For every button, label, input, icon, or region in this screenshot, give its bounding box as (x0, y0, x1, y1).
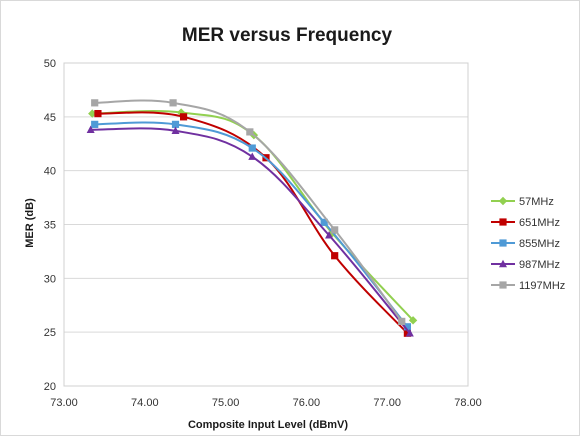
x-tick-label: 76.00 (293, 397, 321, 409)
series-layer (86, 99, 418, 337)
legend-marker-1197mhz (499, 281, 507, 289)
data-point-651mhz (94, 110, 102, 118)
x-tick-label: 77.00 (373, 397, 401, 409)
x-axis-ticks: 73.00 74.00 75.00 76.00 77.00 78.00 (50, 397, 482, 409)
y-tick-label: 25 (44, 327, 56, 339)
data-point-1197mhz (246, 128, 254, 136)
plot-area (63, 62, 469, 387)
x-tick-label: 74.00 (131, 397, 159, 409)
legend-marker-651mhz (499, 218, 507, 226)
y-tick-label: 35 (44, 220, 56, 232)
legend-marker-57mhz (498, 196, 508, 206)
series-line-1197mhz (94, 99, 403, 322)
data-point-855mhz (248, 144, 256, 152)
legend-marker-855mhz (499, 239, 507, 247)
data-point-855mhz (320, 218, 328, 226)
y-axis-ticks: 20 25 30 35 40 45 50 (44, 58, 56, 393)
y-tick-label: 40 (44, 166, 56, 178)
data-point-855mhz (91, 120, 99, 128)
data-point-1197mhz (91, 99, 99, 107)
y-tick-label: 20 (44, 381, 56, 393)
data-point-651mhz (331, 252, 339, 260)
legend-marker-987mhz (499, 259, 507, 268)
legend-label-987mhz: 987MHz (519, 259, 560, 271)
data-point-651mhz (403, 329, 411, 337)
chart-title: MER versus Frequency (182, 25, 393, 46)
legend-item-1197mhz: 1197MHz (491, 280, 565, 292)
x-tick-label: 75.00 (212, 397, 240, 409)
x-tick-label: 78.00 (454, 397, 482, 409)
legend-item-855mhz: 855MHz (491, 238, 560, 250)
data-point-1197mhz (331, 226, 339, 234)
legend-label-57mhz: 57MHz (519, 196, 554, 208)
legend-item-987mhz: 987MHz (491, 259, 560, 271)
legend-item-57mhz: 57MHz (491, 196, 554, 208)
data-point-57mhz (88, 109, 97, 118)
data-point-987mhz (325, 231, 334, 239)
data-point-987mhz (248, 152, 257, 160)
data-point-1197mhz (398, 317, 406, 325)
series-651mhz (94, 110, 411, 337)
data-point-57mhz (408, 316, 418, 325)
data-point-651mhz (179, 113, 188, 121)
legend-label-1197mhz: 1197MHz (519, 280, 565, 292)
legend-label-651mhz: 651MHz (519, 217, 560, 229)
x-axis-title: Composite Input Level (dBmV) (188, 419, 348, 431)
series-987mhz (86, 125, 414, 337)
y-tick-label: 50 (44, 58, 56, 70)
data-point-57mhz (176, 108, 186, 117)
data-point-987mhz (86, 125, 95, 133)
data-point-1197mhz (169, 99, 177, 107)
y-tick-label: 45 (44, 112, 56, 124)
legend: 57MHz 651MHz 855MHz 987MHz 1197MHz (491, 196, 565, 292)
x-tick-label: 73.00 (50, 397, 78, 409)
data-point-855mhz (171, 120, 180, 128)
y-axis-title: MER (dB) (24, 198, 36, 248)
legend-item-651mhz: 651MHz (491, 217, 560, 229)
data-point-987mhz (171, 126, 180, 135)
data-point-987mhz (405, 329, 414, 337)
legend-label-855mhz: 855MHz (519, 238, 560, 250)
data-point-855mhz (403, 323, 411, 331)
series-1197mhz (91, 99, 406, 325)
y-tick-label: 30 (44, 273, 56, 285)
series-855mhz (91, 120, 411, 331)
